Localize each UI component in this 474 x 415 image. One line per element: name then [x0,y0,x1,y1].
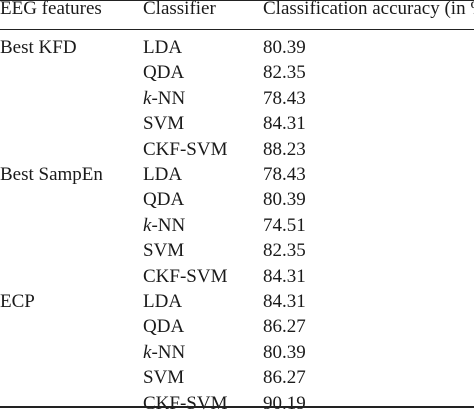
accuracy-cell: 90.19 [263,393,306,414]
classifier-cell: k-NN [143,215,186,236]
accuracy-cell: 84.31 [263,113,306,134]
classifier-cell: SVM [143,367,185,388]
classifier-cell: LDA [143,164,183,185]
accuracy-cell: 80.39 [263,37,306,58]
classifier-cell: CKF-SVM [143,266,228,287]
feature-cell: Best KFD [0,37,77,58]
classifier-cell: QDA [143,62,185,83]
classifier-cell: k-NN [143,88,186,109]
accuracy-cell: 86.27 [263,367,306,388]
classifier-cell: SVM [143,113,185,134]
accuracy-cell: 82.35 [263,240,306,261]
bottom-rule [0,406,474,408]
accuracy-cell: 74.51 [263,215,306,236]
feature-cell: ECP [0,291,35,312]
classifier-cell: CKF-SVM [143,139,228,160]
classifier-cell: CKF-SVM [143,393,228,414]
classifier-cell: k-NN [143,342,186,363]
classifier-cell: SVM [143,240,185,261]
accuracy-cell: 82.35 [263,62,306,83]
accuracy-cell: 78.43 [263,164,306,185]
header-classifier: Classifier [143,0,216,19]
accuracy-cell: 84.31 [263,266,306,287]
classifier-cell: LDA [143,291,183,312]
header-eeg-features: EEG features [0,0,102,19]
header-accuracy: Classification accuracy (in %) [263,0,474,19]
classifier-cell: QDA [143,316,185,337]
accuracy-cell: 84.31 [263,291,306,312]
feature-cell: Best SampEn [0,164,103,185]
top-rule [0,0,474,1]
accuracy-cell: 80.39 [263,342,306,363]
classifier-cell: QDA [143,189,185,210]
accuracy-cell: 88.23 [263,139,306,160]
accuracy-cell: 86.27 [263,316,306,337]
accuracy-cell: 80.39 [263,189,306,210]
classifier-cell: LDA [143,37,183,58]
accuracy-cell: 78.43 [263,88,306,109]
header-rule [0,29,474,30]
